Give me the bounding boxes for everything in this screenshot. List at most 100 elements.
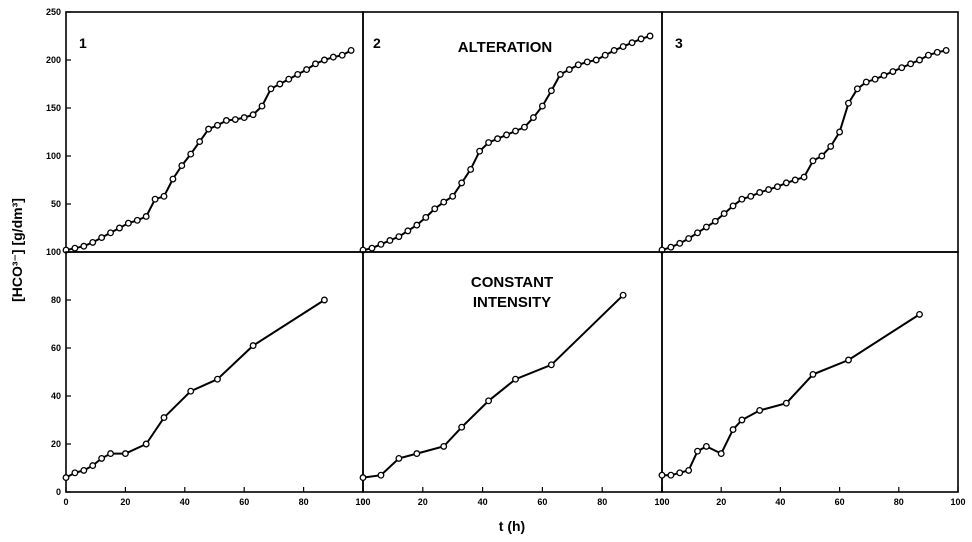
panel-bottom-1-point-9 [187, 387, 195, 395]
panel-bottom-1-point-4 [98, 454, 106, 462]
panel-bottom-1-xtick-label-3: 60 [239, 497, 249, 507]
panel-bottom-2-xtick-label-0: 0 [360, 497, 365, 507]
panel-bottom-3-point-0 [658, 471, 666, 479]
panel-top-1-point-24 [276, 80, 284, 88]
panel-bottom-3-point-7 [729, 426, 737, 434]
panel-top-1-point-7 [124, 219, 132, 227]
panel-bottom-2-point-6 [485, 397, 493, 405]
panel-top-1-point-3 [89, 238, 97, 246]
panel-top-3 [658, 11, 959, 254]
panel-top-3-point-26 [889, 68, 897, 75]
panel-top-1-point-14 [187, 150, 195, 158]
panel-bottom-3-point-9 [756, 406, 764, 414]
panel-bottom-2-point-9 [619, 291, 627, 299]
panel-top-1-frame [65, 11, 364, 253]
panel-bottom-3-xtick-label-1: 20 [716, 497, 726, 507]
panel-top-3-point-4 [694, 229, 701, 237]
panel-top-1-ytick-label-3: 200 [46, 55, 61, 65]
panel-bottom-2-point-4 [440, 442, 448, 450]
panel-bottom-2-point-8 [547, 361, 555, 369]
panel-top-3-point-18 [818, 152, 826, 160]
panel-number-3: 3 [675, 35, 683, 51]
panel-top-2-point-20 [538, 102, 546, 110]
panel-bottom-3-xtick-label-4: 80 [894, 497, 904, 507]
panel-bottom-1-point-3 [89, 462, 97, 470]
panel-top-2-point-6 [413, 221, 421, 229]
panel-top-3-point-1 [667, 243, 675, 251]
panel-bottom-1-ytick-label-0: 0 [56, 487, 61, 497]
panel-top-1-point-1 [71, 244, 79, 252]
panel-top-3-point-19 [827, 142, 835, 150]
panel-top-1-point-10 [151, 195, 159, 203]
panel-number-2: 2 [373, 35, 381, 51]
panel-top-3-point-11 [756, 189, 764, 196]
panel-top-3-point-23 [862, 78, 870, 86]
panel-bottom-1-point-10 [214, 375, 221, 383]
panel-top-1-point-11 [160, 192, 168, 200]
panel-top-1-point-21 [249, 111, 257, 119]
panel-top-1-point-22 [258, 102, 266, 110]
panel-top-3-point-2 [676, 239, 684, 247]
panel-bottom-1-point-11 [249, 342, 257, 350]
panel-bottom-1-xtick-label-0: 0 [63, 497, 68, 507]
panel-top-1-point-6 [116, 224, 123, 232]
panel-top-3-frame [661, 11, 959, 253]
panel-top-2-point-1 [368, 244, 376, 252]
panel-top-1-point-5 [107, 229, 114, 237]
panel-top-2-point-22 [556, 70, 564, 78]
panel-top-2-point-28 [610, 46, 618, 54]
panel-top-3-point-10 [747, 192, 755, 200]
panel-bottom-3-point-13 [916, 310, 923, 318]
panel-bottom-2-point-5 [458, 423, 466, 431]
panel-top-2-point-11 [458, 179, 466, 187]
panel-bottom-1-point-1 [71, 469, 79, 477]
panel-top-1-point-2 [80, 242, 88, 250]
panel-bottom-2-xtick-label-2: 40 [478, 497, 488, 507]
panel-top-2-series-line [362, 35, 651, 252]
panel-top-1-point-23 [267, 85, 275, 93]
panel-top-2-point-21 [547, 87, 555, 95]
panel-bottom-1-point-2 [80, 466, 88, 474]
panel-bottom-3-point-2 [676, 469, 684, 477]
panel-top-3-point-30 [924, 51, 932, 59]
panel-top-2-point-27 [601, 51, 609, 59]
panel-bottom-3-frame [661, 251, 959, 493]
panel-top-1-point-12 [169, 175, 177, 183]
panel-top-2-point-15 [494, 135, 501, 143]
panel-bottom-3-point-11 [809, 370, 817, 378]
panel-top-2-point-23 [565, 66, 573, 74]
panel-bottom-3-point-10 [782, 399, 790, 407]
panel-top-2-point-19 [529, 114, 537, 122]
panel-top-1-point-32 [347, 46, 355, 54]
panel-bottom-3-xtick-label-2: 40 [775, 497, 785, 507]
panel-top-3-point-31 [933, 48, 941, 56]
panel-top-1: 50 100 150 200 250 [46, 7, 364, 254]
panel-top-3-point-7 [720, 210, 728, 218]
panel-top-3-point-12 [765, 186, 773, 194]
panel-top-3-point-16 [800, 173, 808, 181]
panel-top-2-point-10 [449, 192, 457, 200]
panel-bottom-1-point-7 [142, 440, 150, 448]
panel-top-1-point-31 [338, 51, 346, 59]
panel-bottom-1-series-line [65, 299, 325, 479]
panel-bottom-1-ytick-label-4: 80 [51, 295, 61, 305]
panel-top-1-point-29 [320, 56, 328, 64]
panel-top-2-point-7 [422, 213, 430, 221]
panel-top-2-point-5 [404, 227, 412, 235]
y-axis-title: [HCO³⁻] [g/dm³] [9, 198, 25, 302]
panel-top-3-series-line [661, 49, 947, 252]
panel-top-3-point-13 [773, 183, 781, 191]
panel-bottom-2-point-3 [413, 450, 421, 458]
panel-top-3-point-6 [711, 217, 719, 225]
panel-bottom-3-xtick-label-3: 60 [835, 497, 845, 507]
panel-top-2-point-2 [377, 240, 385, 248]
panel-bottom-3-xtick-label-0: 0 [659, 497, 664, 507]
panel-bottom-2-point-2 [395, 454, 403, 462]
panel-top-1-ytick-label-0: 50 [51, 199, 61, 209]
panel-top-1-point-4 [98, 234, 106, 242]
panel-bottom-1-point-5 [107, 450, 114, 458]
panel-top-1-point-13 [178, 162, 186, 170]
panel-top-1-point-8 [133, 216, 141, 224]
panel-top-3-point-3 [685, 235, 693, 243]
